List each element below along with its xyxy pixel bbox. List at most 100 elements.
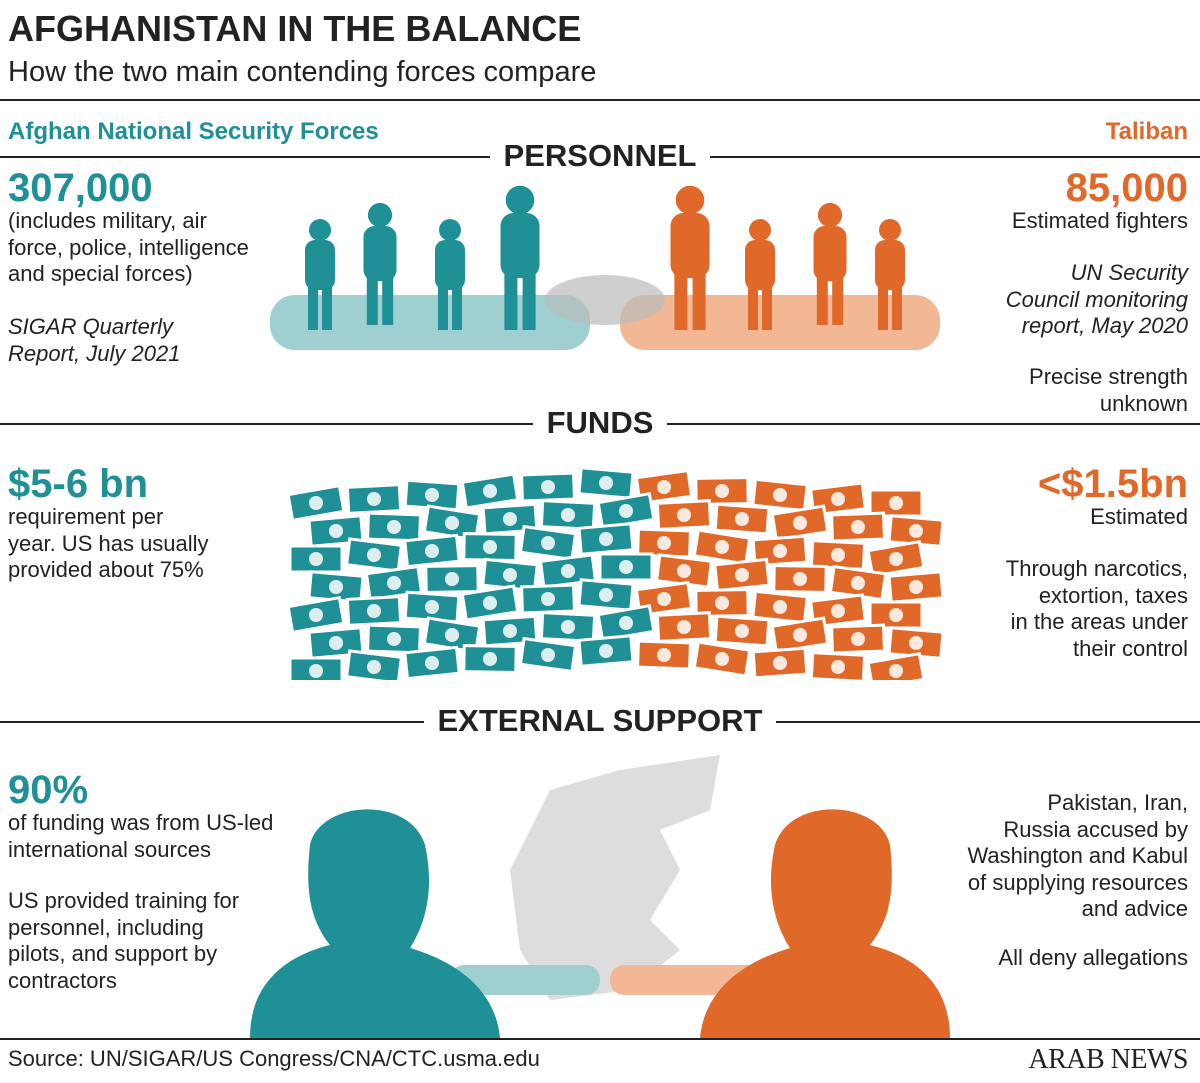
funds-illustration: [286, 466, 945, 680]
section-heading: PERSONNEL: [0, 138, 1200, 174]
banknote-symbol: [735, 568, 749, 582]
banknote-symbol: [735, 512, 749, 526]
banknote-symbol: [425, 600, 439, 614]
banknote-symbol: [715, 596, 729, 610]
banknote-symbol: [657, 648, 671, 662]
banknote-symbol: [599, 476, 613, 490]
line: extortion, taxes: [1038, 582, 1188, 608]
note: requirement per year. US has usually pro…: [8, 504, 209, 584]
section-heading: EXTERNAL SUPPORT: [0, 703, 1200, 739]
soldier: [816, 275, 828, 325]
line: contractors: [8, 967, 117, 993]
line: Russia accused by: [1003, 816, 1188, 842]
banknote-symbol: [425, 656, 439, 670]
banknote-symbol: [773, 600, 787, 614]
line: pilots, and support by: [8, 941, 218, 966]
banknote-symbol: [599, 644, 613, 658]
banknote-symbol: [445, 572, 459, 586]
soldier: [439, 219, 461, 241]
line: year. US has usually: [8, 530, 209, 556]
heading-text: FUNDS: [532, 405, 668, 440]
title: AFGHANISTAN IN THE BALANCE: [8, 8, 582, 49]
banknote-symbol: [561, 508, 575, 522]
section-heading: FUNDS: [0, 405, 1200, 441]
banknote-symbol: [831, 660, 845, 674]
figure: 307,000: [8, 166, 153, 210]
soldier: [305, 240, 335, 290]
banknote-symbol: [909, 580, 923, 594]
line: and special forces): [8, 261, 193, 286]
footer-source: Source: UN/SIGAR/US Congress/CNA/CTC.usm…: [8, 1046, 540, 1071]
soldier: [435, 240, 465, 290]
line: All deny allegations: [998, 945, 1188, 970]
banknote-symbol: [715, 540, 729, 554]
note: US provided training for personnel, incl…: [8, 888, 239, 994]
banknote-symbol: [483, 484, 497, 498]
line: personnel, including: [8, 914, 204, 940]
banknote-symbol: [793, 628, 807, 642]
soldier: [382, 275, 394, 325]
soldier: [438, 285, 448, 330]
note: All deny allegations: [998, 945, 1188, 972]
silhouette: [250, 809, 500, 1038]
banknote-symbol: [445, 516, 459, 530]
banknote-symbol: [677, 620, 691, 634]
banknote-symbol: [599, 532, 613, 546]
figure: $5-6 bn: [8, 462, 149, 506]
banknote-symbol: [425, 544, 439, 558]
banknote-symbol: [309, 496, 323, 510]
banknote-symbol: [773, 544, 787, 558]
banknote-symbol: [851, 632, 865, 646]
line: of funding was from US-led: [8, 810, 274, 835]
soldier: [363, 226, 397, 281]
banknote-symbol: [657, 480, 671, 494]
banknote-symbol: [541, 648, 555, 662]
banknote-symbol: [309, 552, 323, 566]
banknote-symbol: [329, 580, 343, 594]
line: and advice: [1081, 896, 1188, 921]
line: of supplying resources: [967, 869, 1188, 895]
soldier: [505, 185, 535, 215]
banknote-symbol: [483, 540, 497, 554]
line: force, police, intelligence: [8, 234, 249, 260]
banknote-symbol: [367, 660, 381, 674]
soldier: [879, 219, 901, 241]
line: Report, July 2021: [8, 340, 181, 366]
banknote-symbol: [619, 560, 633, 574]
side-left: Afghan National Security Forces: [8, 118, 379, 145]
source: UN Security Council monitoring report, M…: [1006, 260, 1188, 340]
banknote-symbol: [387, 632, 401, 646]
banknote-symbol: [425, 488, 439, 502]
figure: 85,000: [1065, 166, 1188, 210]
brand: ARAB NEWS: [1028, 1044, 1188, 1075]
banknote-symbol: [367, 604, 381, 618]
banknote-symbol: [677, 508, 691, 522]
line: Precise strength: [1029, 364, 1188, 389]
banknote-symbol: [793, 572, 807, 586]
banknote-symbol: [619, 504, 633, 518]
banknote-symbol: [773, 656, 787, 670]
line: in the areas under: [1010, 609, 1188, 634]
banknote-symbol: [483, 596, 497, 610]
line: Through narcotics,: [1005, 556, 1188, 581]
banknote-symbol: [909, 524, 923, 538]
soldier: [878, 285, 888, 330]
line: report, May 2020: [1021, 313, 1188, 338]
note: Estimated fighters: [1012, 208, 1188, 235]
note: Precise strength unknown: [1029, 364, 1188, 417]
line: unknown: [1099, 390, 1188, 416]
banknote-symbol: [503, 512, 517, 526]
banknote-symbol: [735, 624, 749, 638]
banknote-symbol: [329, 524, 343, 538]
side-right: Taliban: [1105, 118, 1188, 145]
rule: [0, 1038, 1200, 1040]
figure: <$1.5bn: [1037, 462, 1188, 506]
line: US provided training for: [8, 888, 240, 913]
soldier: [452, 285, 462, 330]
personnel-illustration: [270, 185, 940, 350]
banknote-symbol: [541, 536, 555, 550]
banknote-symbol: [309, 608, 323, 622]
banknote-symbol: [831, 548, 845, 562]
banknote-symbol: [793, 516, 807, 530]
